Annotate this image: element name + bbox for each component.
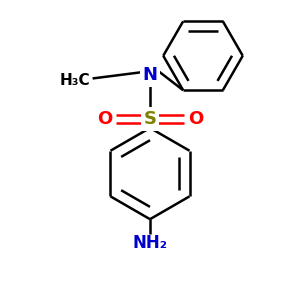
Text: NH₂: NH₂: [133, 234, 167, 252]
Text: N: N: [142, 66, 158, 84]
Text: H₃C: H₃C: [60, 73, 90, 88]
Text: S: S: [143, 110, 157, 128]
Text: O: O: [97, 110, 112, 128]
Text: O: O: [188, 110, 203, 128]
